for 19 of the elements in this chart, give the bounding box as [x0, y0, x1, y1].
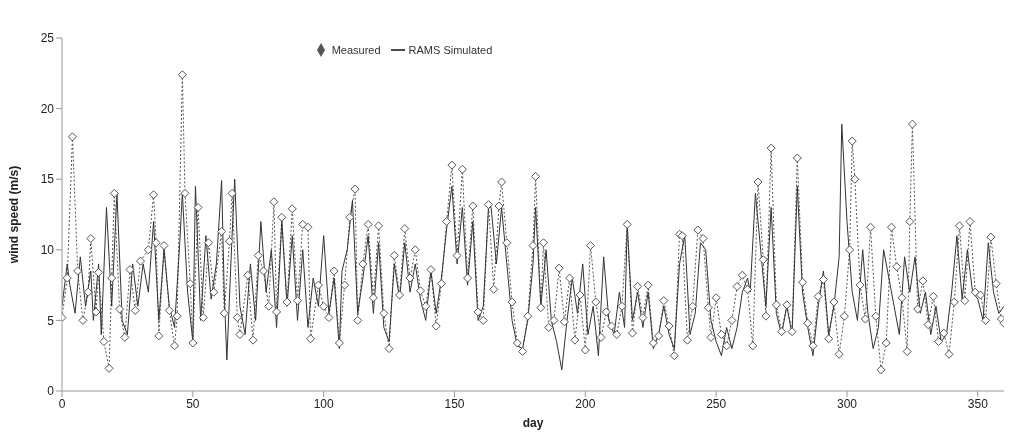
y-tick-label: 15 [40, 172, 55, 187]
x-tick-label: 350 [967, 396, 989, 411]
x-tick-label: 0 [58, 396, 66, 411]
legend-label: RAMS Simulated [408, 44, 493, 56]
x-tick-label: 200 [575, 396, 596, 411]
x-tick-label: 150 [444, 396, 465, 411]
y-tick-label: 0 [47, 384, 55, 399]
y-tick-label: 10 [40, 243, 55, 258]
line-series [62, 123, 1004, 371]
x-axis-title: day [522, 416, 544, 430]
y-axis-title: wind speed (m/s) [7, 165, 22, 265]
y-tick-label: 5 [47, 313, 55, 328]
x-tick-label: 100 [313, 396, 334, 411]
x-tick-label: 50 [186, 396, 200, 411]
x-tick-label: 300 [836, 396, 858, 411]
x-tick-label: 250 [706, 396, 727, 411]
y-tick-label: 25 [40, 31, 55, 46]
y-tick-label: 20 [40, 101, 55, 116]
legend-label: Measured [331, 44, 381, 56]
